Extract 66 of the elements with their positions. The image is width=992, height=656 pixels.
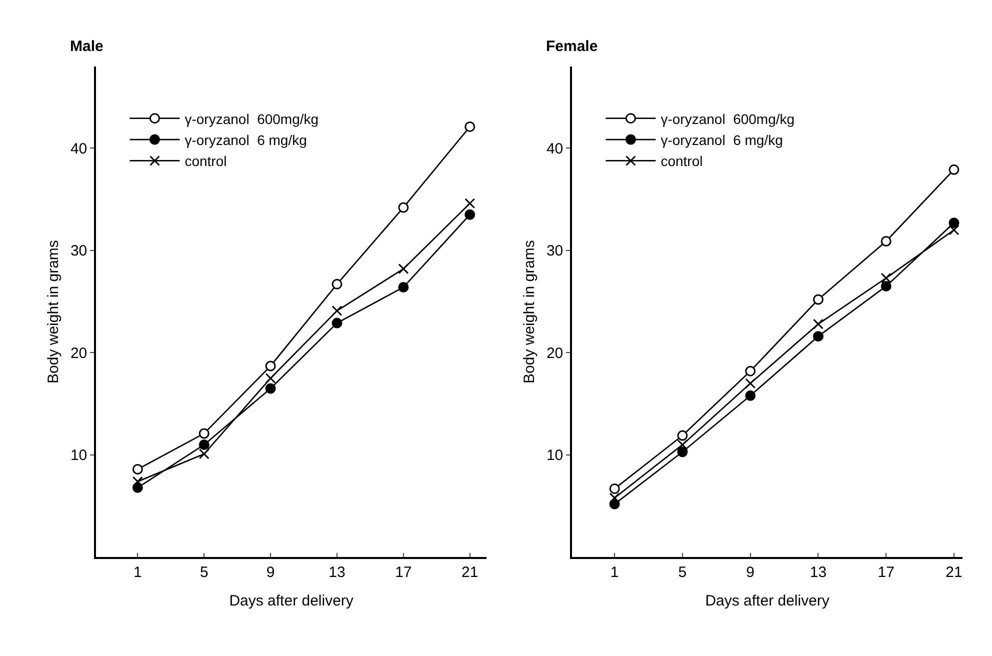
- point: [948, 164, 960, 175]
- legend-label: γ-oryzanol 600mg/kg: [184, 110, 319, 127]
- point: [198, 428, 210, 439]
- point: [398, 264, 409, 274]
- y-tick-label: 20: [546, 344, 564, 362]
- y-tick-label: 10: [70, 447, 88, 464]
- y-tick-label: 40: [70, 140, 88, 158]
- point: [812, 294, 824, 305]
- point: [398, 282, 409, 292]
- point: [812, 318, 824, 330]
- point: [198, 448, 210, 460]
- point: [677, 446, 688, 458]
- point: [948, 224, 960, 236]
- y-tick-label: 40: [546, 140, 564, 158]
- point: [745, 378, 756, 389]
- x-axis-title: Days after delivery: [705, 592, 830, 610]
- legend-label: γ-oryzanol 6 mg/kg: [184, 132, 307, 148]
- chart-title: Female: [546, 38, 598, 55]
- x-tick-label: 1: [134, 564, 142, 582]
- x-axis-title: Days after delivery: [229, 592, 354, 610]
- point: [880, 280, 892, 292]
- x-tick-label: 5: [200, 564, 208, 582]
- y-tick-label: 30: [546, 242, 564, 260]
- y-tick-label: 30: [70, 242, 88, 260]
- point: [464, 121, 476, 132]
- legend-label: γ-oryzanol 6 mg/kg: [660, 132, 783, 148]
- point: [464, 209, 476, 220]
- point: [265, 373, 276, 384]
- x-tick-label: 5: [678, 564, 687, 582]
- point: [948, 218, 960, 228]
- x-tick-label: 9: [266, 564, 275, 582]
- point: [132, 476, 143, 487]
- x-tick-label: 21: [946, 564, 962, 582]
- x-tick-label: 17: [878, 564, 894, 582]
- point: [398, 202, 409, 213]
- x-tick-label: 13: [810, 564, 827, 582]
- y-tick-label: 20: [70, 344, 88, 362]
- point: [609, 483, 620, 494]
- point: [132, 464, 143, 475]
- legend-label: control: [184, 153, 227, 170]
- point: [880, 236, 892, 246]
- point: [880, 272, 892, 284]
- x-tick-label: 17: [395, 564, 412, 582]
- point: [745, 366, 756, 376]
- point: [198, 439, 210, 450]
- point: [265, 383, 276, 394]
- x-tick-label: 13: [328, 564, 346, 582]
- point: [464, 198, 476, 209]
- point: [332, 278, 342, 290]
- y-tick-label: 10: [546, 447, 564, 464]
- legend-label: control: [660, 153, 703, 170]
- point: [677, 439, 688, 450]
- chart-title: Male: [70, 38, 104, 55]
- point: [745, 390, 756, 401]
- x-tick-label: 9: [746, 564, 755, 582]
- y-axis-title: Body weight in grams: [45, 240, 62, 384]
- x-tick-label: 1: [610, 564, 619, 582]
- x-tick-label: 21: [462, 564, 478, 582]
- point: [677, 430, 688, 441]
- point: [609, 492, 620, 504]
- point: [332, 318, 342, 328]
- legend-label: γ-oryzanol 600mg/kg: [660, 110, 795, 127]
- point: [812, 331, 824, 342]
- point: [265, 360, 276, 372]
- point: [332, 306, 342, 316]
- y-axis-title: Body weight in grams: [521, 240, 538, 384]
